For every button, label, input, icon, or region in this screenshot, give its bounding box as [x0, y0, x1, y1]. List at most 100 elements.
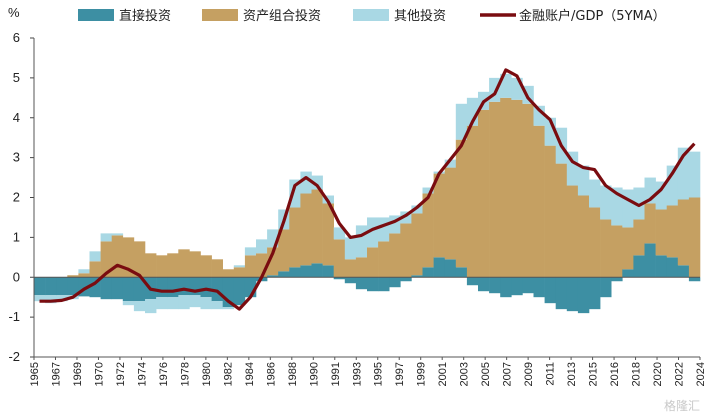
watermark-text: 格隆汇: [664, 398, 700, 413]
bar: [67, 277, 79, 296]
x-tick-label: 1999: [416, 362, 428, 386]
bar: [378, 241, 390, 278]
bar: [367, 217, 379, 248]
bar: [100, 233, 112, 242]
bar: [56, 295, 68, 302]
bar: [400, 223, 412, 278]
bar: [145, 253, 157, 278]
bar: [289, 207, 301, 268]
bar: [344, 259, 357, 278]
bar: [167, 277, 179, 298]
y-tick-label: 6: [13, 30, 20, 45]
bar: [256, 253, 268, 278]
y-tick-label: -1: [8, 309, 20, 324]
x-tick-label: 1974: [136, 362, 148, 386]
bar: [422, 193, 434, 268]
bar: [433, 257, 445, 278]
bar: [156, 255, 168, 278]
x-tick-label: 2009: [523, 362, 535, 386]
bar: [566, 185, 579, 278]
bar: [500, 97, 512, 278]
x-tick-label: 1980: [201, 362, 213, 386]
bar: [45, 277, 57, 296]
bar: [89, 277, 101, 298]
bar: [555, 163, 568, 278]
bar: [478, 109, 490, 278]
bar: [244, 255, 257, 278]
bar: [466, 277, 479, 286]
bar: [289, 267, 301, 278]
series-line: [39, 68, 696, 311]
bar: [511, 77, 523, 100]
bar: [178, 295, 190, 310]
x-tick-label: 1976: [158, 362, 170, 386]
bar: [322, 203, 334, 266]
bar: [289, 179, 301, 208]
x-tick-label: 1970: [93, 362, 105, 386]
bar: [688, 277, 701, 282]
x-tick-label: 2016: [609, 362, 621, 386]
x-tick-label: 1990: [308, 362, 320, 386]
bar: [300, 265, 312, 278]
bar: [489, 277, 501, 294]
x-tick-label: 2003: [459, 362, 471, 386]
bar: [622, 227, 634, 270]
bar: [189, 277, 201, 296]
bar: [455, 139, 468, 268]
bar: [222, 307, 235, 310]
bar: [544, 117, 556, 146]
bar: [122, 301, 135, 306]
bar: [278, 229, 290, 272]
bar: [600, 277, 612, 298]
bar: [389, 277, 401, 288]
bar: [355, 225, 368, 258]
bar: [189, 295, 201, 308]
bar: [655, 255, 667, 278]
bar: [222, 277, 235, 308]
bar: [322, 265, 334, 278]
bar: [389, 233, 401, 278]
legend-label: 资产组合投资: [243, 8, 321, 24]
bar: [666, 165, 679, 206]
bar: [655, 181, 667, 210]
bar: [344, 237, 357, 260]
bar: [133, 301, 146, 312]
bar: [344, 277, 357, 284]
bar: [633, 255, 645, 278]
bar: [244, 277, 257, 298]
bar: [533, 277, 545, 298]
bar: [355, 257, 368, 278]
bar: [577, 195, 590, 278]
bar: [111, 277, 124, 300]
y-tick-label: 5: [13, 70, 20, 85]
bar: [145, 299, 157, 314]
y-tick-label: 3: [13, 150, 20, 165]
bar: [34, 277, 46, 296]
bar: [400, 211, 412, 224]
bar: [555, 277, 568, 310]
bar: [100, 241, 112, 278]
bar: [156, 277, 168, 298]
x-ticks: 1965 1967 1969 1970 1972 1974 1976 1978 1980 1982…: [29, 357, 707, 386]
x-tick-label: 2001: [437, 362, 449, 386]
bar: [655, 209, 667, 256]
bar: [111, 233, 124, 236]
x-tick-label: 2015: [588, 362, 600, 386]
bar: [211, 259, 223, 278]
bar: [67, 275, 79, 278]
bar: [400, 277, 412, 282]
bar: [644, 243, 656, 278]
bar: [311, 263, 323, 278]
bar: [411, 213, 423, 276]
bar: [577, 277, 590, 314]
x-tick-label: 1991: [330, 362, 342, 386]
bar: [677, 199, 690, 266]
x-tick-label: 1997: [394, 362, 406, 386]
bar: [611, 187, 623, 226]
bar: [133, 277, 146, 302]
bar: [566, 151, 579, 186]
bar: [411, 275, 423, 278]
legend-swatch: [78, 9, 114, 21]
bar: [478, 277, 490, 292]
